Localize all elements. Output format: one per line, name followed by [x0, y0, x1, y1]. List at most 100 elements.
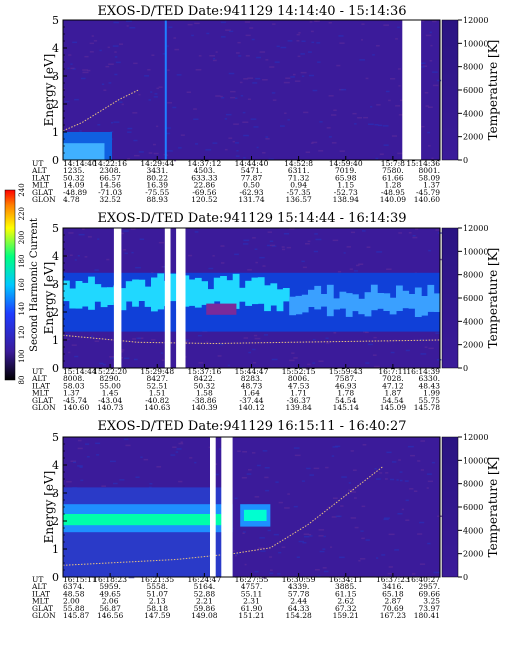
table-cell: 52.88 — [194, 589, 216, 598]
table-cell: 151.21 — [238, 611, 264, 620]
table-cell: 16:24:47 — [188, 575, 222, 584]
y-tick-label: 1 — [52, 334, 59, 347]
table-cell: 80.22 — [147, 173, 169, 182]
y-tick-label: 4 — [52, 250, 59, 263]
table-cell: 0.94 — [290, 181, 307, 190]
table-cell: 15:29:48 — [140, 367, 174, 376]
row-label-ilat: ILAT — [32, 381, 50, 390]
colorbar-tick-label: 100 — [18, 350, 26, 363]
table-cell: 8427. — [147, 374, 168, 383]
table-cell: 140.12 — [238, 403, 264, 412]
table-cell: 14:29:44 — [140, 159, 174, 168]
table-cell: 1.51 — [149, 389, 166, 398]
table-cell: 47.12 — [382, 381, 404, 390]
table-cell: 67.32 — [335, 604, 357, 613]
table-cell: 5959. — [99, 582, 120, 591]
spike-line — [164, 20, 167, 160]
table-cell: 7019. — [335, 166, 356, 175]
table-cell: 154.28 — [286, 611, 312, 620]
table-cell: 88.93 — [147, 195, 169, 204]
table-cell: 55.11 — [241, 589, 262, 598]
y-tick-label: 0 — [52, 154, 59, 167]
temperature-bar — [441, 436, 459, 578]
table-cell: 32.52 — [99, 195, 121, 204]
table-cell: 55.75 — [419, 396, 441, 405]
y2-tick-label: 10000 — [463, 247, 488, 256]
table-cell: -52.73 — [334, 188, 358, 197]
table-cell: 145.14 — [333, 403, 359, 412]
y-tick-label: 5 — [52, 14, 59, 27]
colorbar-tick-label: 240 — [18, 183, 26, 196]
table-cell: 2.87 — [385, 597, 402, 606]
table-cell: -37.44 — [239, 396, 263, 405]
temperature-trace — [62, 465, 384, 566]
table-cell: 138.94 — [333, 195, 359, 204]
energy-band — [63, 20, 167, 160]
table-cell: 8001. — [419, 166, 440, 175]
table-cell: -71.03 — [98, 188, 122, 197]
table-cell: 140.73 — [97, 403, 123, 412]
table-cell: 1.78 — [337, 389, 354, 398]
table-cell: 16:27:55 — [235, 575, 269, 584]
data-gap-1 — [113, 228, 122, 368]
table-cell: 145.09 — [380, 403, 406, 412]
y2-tick-label: 12000 — [463, 224, 488, 233]
table-cell: 3416. — [382, 582, 403, 591]
y-tick-label: 5 — [52, 431, 59, 444]
table-cell: 70.69 — [382, 604, 404, 613]
panel-title: EXOS-D/TED Date:941129 16:15:11 - 16:40:… — [97, 419, 406, 434]
orbit-table: UTALTILATMLTGLATGLON14:14:401235.50.3214… — [31, 159, 440, 204]
table-cell: 6311. — [288, 166, 309, 175]
temperature-trace — [62, 89, 139, 132]
table-cell: 49.65 — [99, 589, 121, 598]
y2-tick-label: 8000 — [463, 63, 483, 72]
table-cell: 2.21 — [196, 597, 213, 606]
y-tick-label: 0 — [52, 571, 59, 584]
y2-tick-label: 4000 — [463, 109, 483, 118]
table-cell: 54.54 — [382, 396, 404, 405]
table-cell: 16:30:59 — [282, 575, 316, 584]
y2-axis-label: Temperature [K] — [486, 40, 500, 141]
row-label-glon: GLON — [32, 195, 56, 204]
table-cell: 65.98 — [335, 173, 357, 182]
data-gap-1 — [210, 437, 216, 577]
y-tick-label: 4 — [52, 42, 59, 55]
table-cell: 16:18:23 — [93, 575, 127, 584]
row-label-mlt: MLT — [32, 181, 49, 190]
y2-tick-label: 2000 — [463, 341, 483, 350]
panel-title: EXOS-D/TED Date:941129 15:14:44 - 16:14:… — [97, 211, 406, 226]
y2-tick-label: 8000 — [463, 480, 483, 489]
band-hole — [206, 303, 237, 315]
y-axis-label: Energy [eV] — [42, 471, 56, 544]
table-cell: 145.87 — [63, 611, 89, 620]
y-tick-label: 5 — [52, 222, 59, 235]
y2-tick-label: 4000 — [463, 526, 483, 535]
row-label-mlt: MLT — [32, 597, 49, 606]
table-cell: 2.00 — [63, 597, 80, 606]
temperature-bar — [441, 227, 459, 369]
row-label-alt: ALT — [31, 374, 47, 383]
row-label-alt: ALT — [31, 166, 47, 175]
table-cell: 50.32 — [63, 173, 85, 182]
table-cell: 1.37 — [63, 389, 80, 398]
table-cell: 58.03 — [63, 381, 85, 390]
table-cell: 58.18 — [147, 604, 169, 613]
table-cell: 140.09 — [380, 195, 406, 204]
table-cell: 15:59:43 — [329, 367, 363, 376]
panel-title: EXOS-D/TED Date:941129 14:14:40 - 15:14:… — [97, 4, 406, 19]
table-cell: 52.51 — [147, 381, 168, 390]
row-label-ilat: ILAT — [32, 173, 50, 182]
row-label-ut: UT — [32, 367, 43, 376]
table-cell: 46.93 — [335, 381, 357, 390]
y-tick-label: 4 — [52, 459, 59, 472]
table-cell: -48.89 — [63, 188, 87, 197]
y-tick-label: 1 — [52, 543, 59, 556]
table-cell: -45.74 — [63, 396, 87, 405]
table-cell: 1.87 — [385, 389, 402, 398]
table-cell: 61.66 — [382, 173, 404, 182]
table-cell: 55.00 — [99, 381, 121, 390]
y-tick-label: 3 — [52, 70, 59, 83]
table-cell: 65.18 — [382, 589, 404, 598]
table-cell: 1.28 — [385, 181, 402, 190]
